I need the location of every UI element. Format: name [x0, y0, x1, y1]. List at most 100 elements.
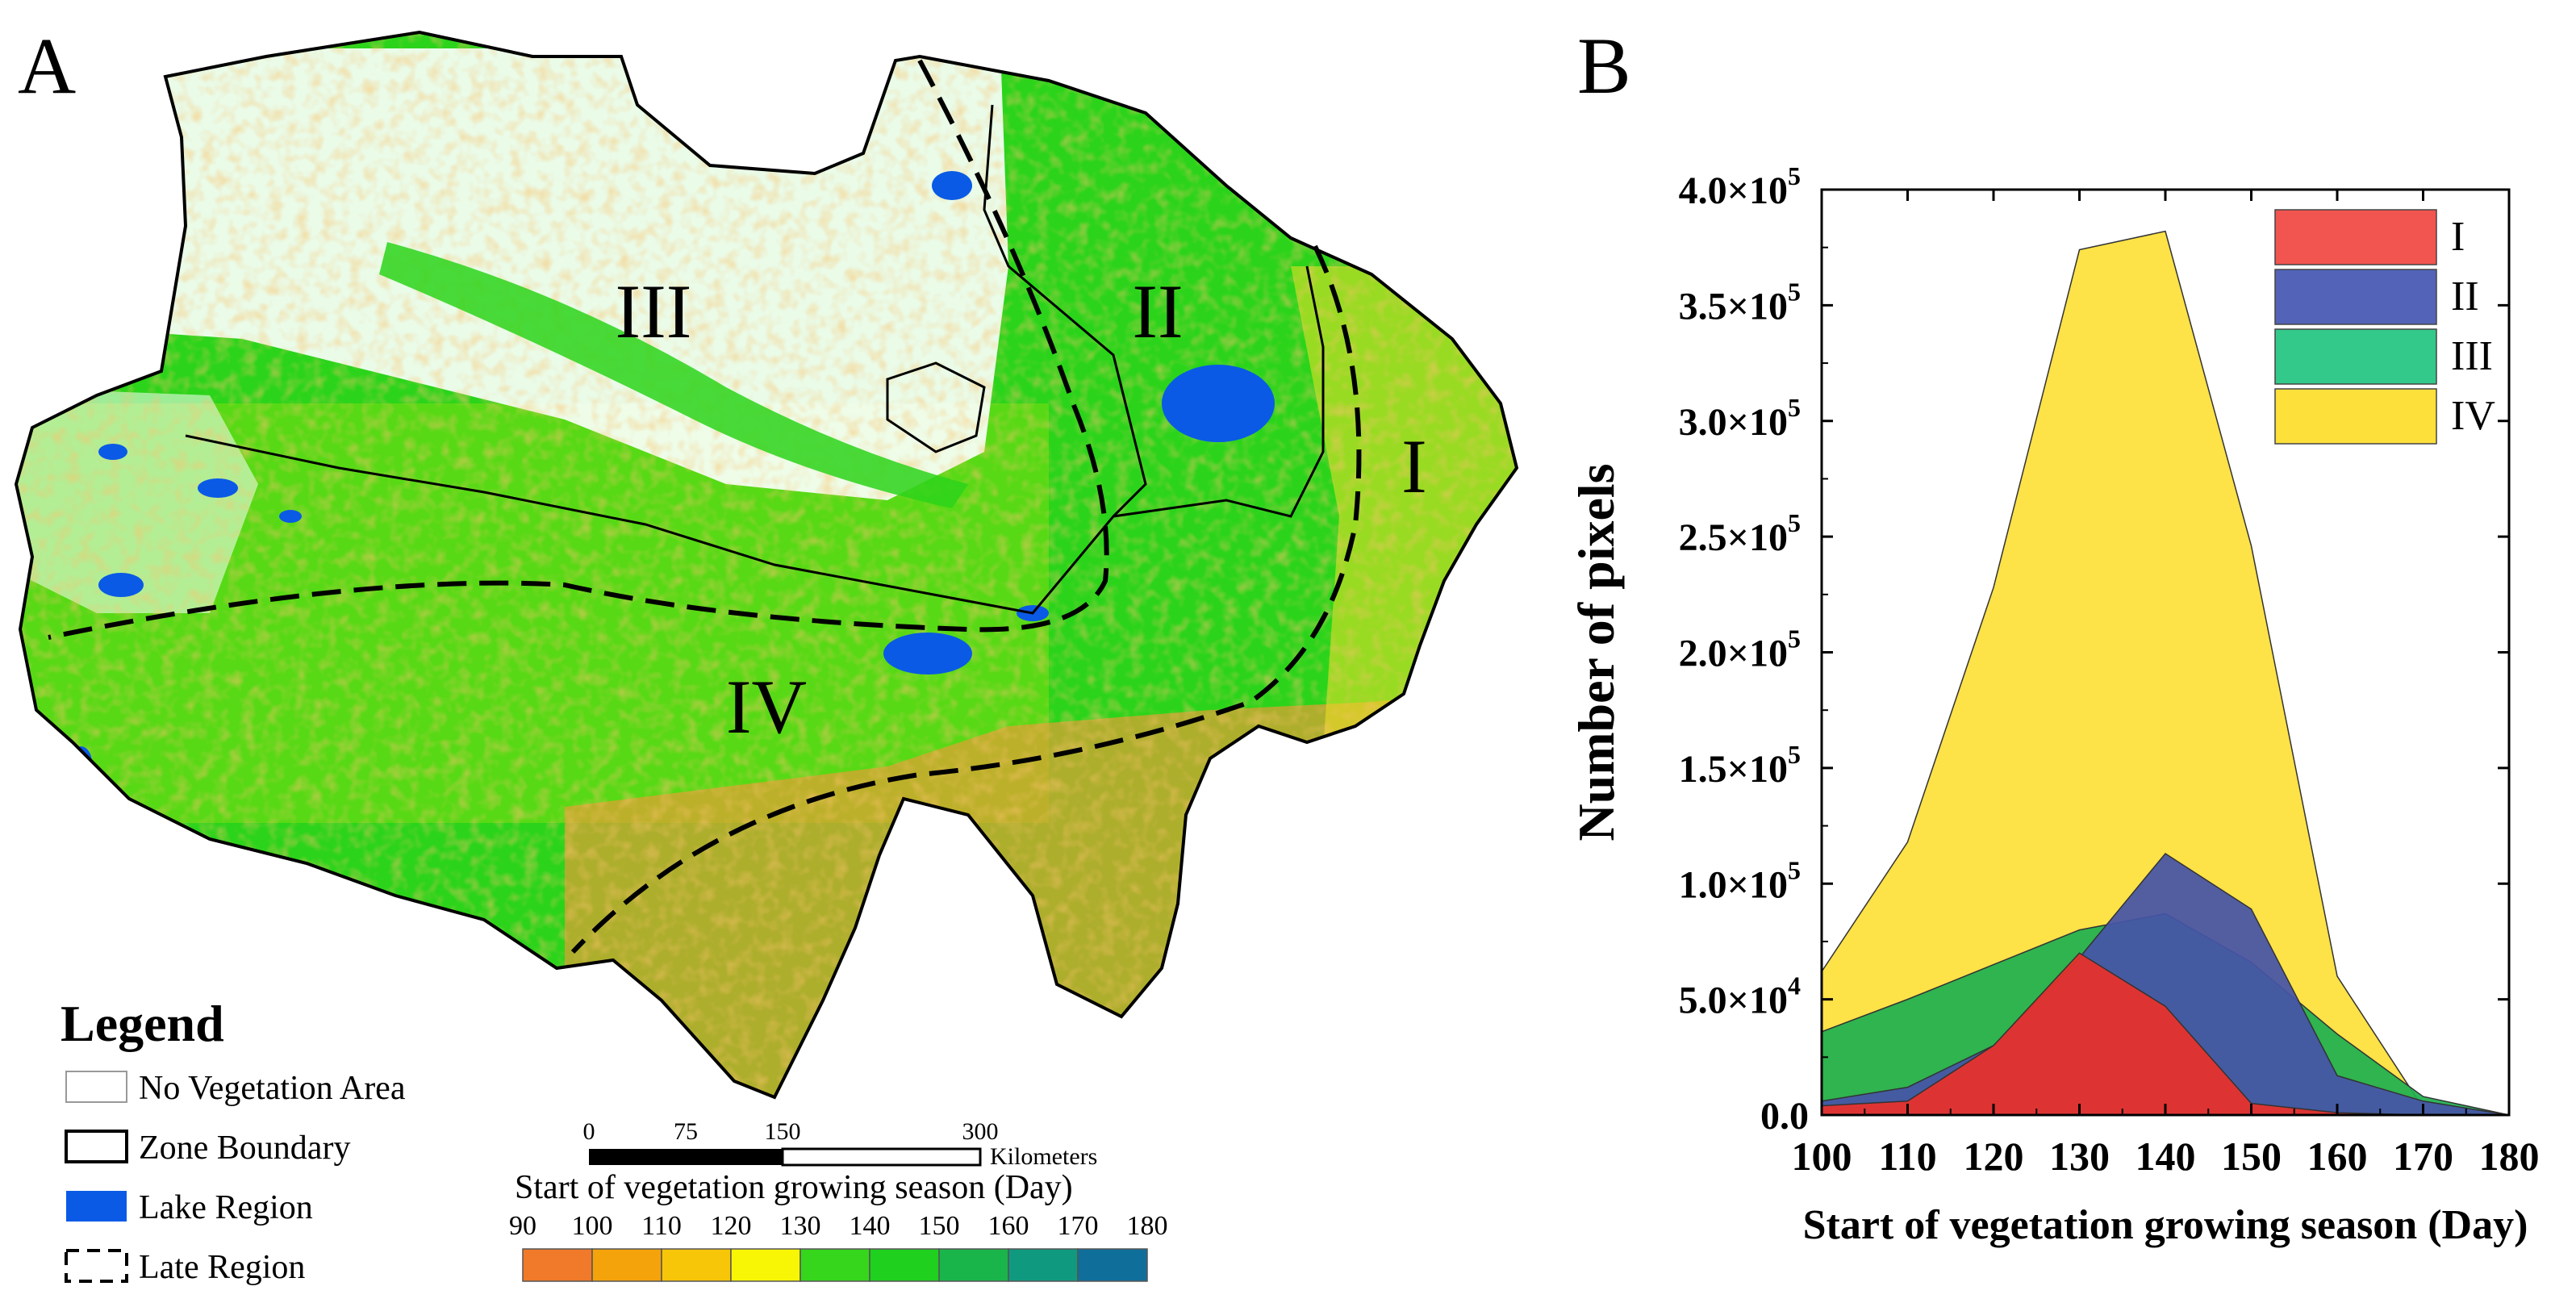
colorbar-cell [800, 1248, 870, 1282]
colorbar-tick-label: 90 [509, 1211, 536, 1241]
region-label-iii: III [616, 269, 692, 354]
x-tick-label: 100 [1792, 1134, 1852, 1179]
scale-tick-label: 300 [962, 1118, 999, 1145]
scale-unit: Kilometers [990, 1143, 1097, 1170]
colorbar-title: Start of vegetation growing season (Day) [515, 1169, 1073, 1206]
y-tick-label: 1.5×10 [1679, 748, 1788, 791]
scale-segment [589, 1149, 783, 1165]
panel-b-label: B [1577, 21, 1631, 111]
y-tick-label: 2.0×10 [1679, 633, 1788, 675]
y-tick-label: 3.5×10 [1679, 285, 1788, 328]
scale-tick-label: 75 [674, 1118, 698, 1145]
x-tick-label: 130 [2049, 1134, 2110, 1179]
x-tick-label: 120 [1964, 1134, 2024, 1179]
lake [198, 478, 238, 498]
zone-boundary [886, 361, 986, 453]
scale-segment [781, 1147, 982, 1167]
lake [98, 444, 127, 460]
colorbar-tick-label: 110 [641, 1211, 682, 1241]
colorbar-cell [661, 1248, 732, 1282]
x-axis-label: Start of vegetation growing season (Day) [1803, 1202, 2528, 1248]
lake-qinghai [1162, 365, 1275, 442]
map-texture [16, 32, 1517, 1097]
y-tick-label: 4.0×10 [1679, 169, 1788, 212]
x-tick-label: 160 [2307, 1134, 2368, 1179]
vegetation-map: III II I IV [14, 30, 1519, 1100]
x-tick-label: 150 [2221, 1134, 2282, 1179]
legend-label-iii: III [2451, 333, 2493, 379]
y-tick-exponent: 5 [1788, 161, 1801, 190]
colorbar: Start of vegetation growing season (Day)… [509, 1169, 1168, 1282]
colorbar-cell [1077, 1248, 1148, 1282]
x-tick-label: 180 [2479, 1134, 2540, 1179]
colorbar-tick-label: 180 [1127, 1211, 1168, 1241]
scale-bar: 0 75 150 300 Kilometers [583, 1118, 1098, 1170]
zone-boundary [1113, 265, 1325, 518]
legend-swatch-zone-boundary [65, 1130, 128, 1163]
colorbar-cell [522, 1248, 593, 1282]
colorbar-cells [522, 1248, 1148, 1282]
y-tick-exponent: 5 [1788, 624, 1801, 654]
legend-swatch-i [2274, 209, 2437, 265]
panel-a: A [14, 21, 1519, 1286]
colorbar-tick-label: 120 [711, 1211, 752, 1241]
colorbar-cell [591, 1248, 662, 1282]
x-tick-label: 140 [2136, 1134, 2196, 1179]
late-region-boundary [48, 59, 1109, 640]
y-tick-label: 1.0×10 [1679, 863, 1788, 906]
y-tick-exponent: 5 [1788, 277, 1801, 306]
legend-swatch-lake [66, 1191, 127, 1222]
colorbar-tick-label: 170 [1058, 1211, 1099, 1241]
colorbar-tick-label: 150 [919, 1211, 960, 1241]
legend-swatch-no-vegetation [65, 1071, 127, 1103]
y-tick-label: 2.5×10 [1679, 516, 1788, 559]
legend-label: No Vegetation Area [139, 1070, 406, 1107]
colorbar-tick-label: 140 [850, 1211, 891, 1241]
y-tick-label: 0.0 [1760, 1095, 1809, 1138]
x-tick-label: 170 [2393, 1134, 2453, 1179]
x-tick-label: 110 [1878, 1134, 1936, 1179]
lake [883, 633, 972, 674]
y-tick-exponent: 4 [1788, 971, 1801, 1000]
legend-title: Legend [61, 995, 224, 1052]
map-outline [14, 30, 1519, 1100]
colorbar-tick-label: 130 [780, 1211, 821, 1241]
colorbar-tick-label: 160 [988, 1211, 1029, 1241]
map-green-streak [379, 242, 968, 508]
series-layer [1821, 230, 2510, 1116]
legend-label: Zone Boundary [139, 1130, 350, 1167]
y-tick-label: 3.0×10 [1679, 401, 1788, 444]
legend-swatch-iii [2274, 328, 2437, 385]
area-chart: 100 110 120 130 140 150 160 170 180 0.0 5.0×10 4 1.0… [1568, 161, 2540, 1248]
panel-a-label: A [18, 21, 76, 111]
y-tick-exponent: 5 [1788, 508, 1801, 537]
y-tick-label: 5.0×10 [1679, 979, 1788, 1022]
colorbar-cell [730, 1248, 801, 1282]
colorbar-cell [1008, 1248, 1079, 1282]
legend-label-ii: II [2451, 274, 2479, 319]
legend-swatch-ii [2274, 269, 2437, 325]
colorbar-cell [869, 1248, 940, 1282]
legend-label-i: I [2451, 214, 2465, 260]
lake [932, 171, 972, 200]
y-tick-exponent: 5 [1788, 740, 1801, 769]
colorbar-cell [938, 1248, 1009, 1282]
lake [279, 510, 302, 523]
region-label-ii: II [1132, 269, 1183, 354]
lake [98, 573, 144, 597]
scale-tick-label: 150 [765, 1118, 801, 1145]
map-legend: Legend No Vegetation Area Zone Boundary … [61, 995, 406, 1286]
legend-label: Lake Region [139, 1189, 313, 1226]
colorbar-tick-label: 100 [572, 1211, 613, 1241]
legend-label-iv: IV [2451, 393, 2495, 439]
y-axis-label: Number of pixels [1568, 463, 1625, 841]
legend-swatch-iv [2274, 388, 2437, 445]
colorbar-ticks: 90 100 110 120 130 140 150 160 170 180 [509, 1211, 1168, 1241]
y-tick-exponent: 5 [1788, 855, 1801, 884]
scale-tick-label: 0 [583, 1118, 595, 1145]
legend-label: Late Region [139, 1249, 305, 1286]
axes: 100 110 120 130 140 150 160 170 180 0.0 5.0×10 4 1.0… [1568, 161, 2540, 1248]
